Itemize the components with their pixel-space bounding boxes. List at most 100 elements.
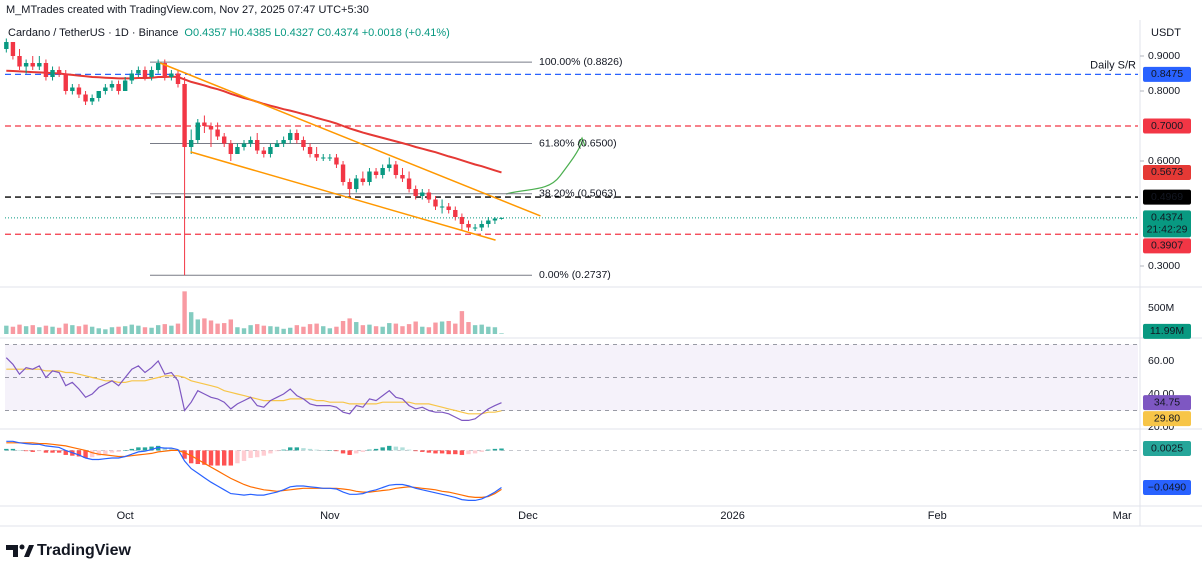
volume-bar xyxy=(492,327,498,334)
volume-bar xyxy=(354,322,359,334)
candle-body xyxy=(188,139,194,147)
macd-histogram-bar xyxy=(169,448,174,451)
macd-histogram-bar xyxy=(492,448,498,451)
y-tick-label: 0.3000 xyxy=(1148,260,1180,272)
badge-label: 11.99M xyxy=(1150,325,1184,337)
volume-bar xyxy=(63,323,68,334)
candle-body xyxy=(327,157,333,159)
macd-histogram-bar xyxy=(10,448,16,451)
volume-bar xyxy=(268,326,273,334)
macd-histogram-bar xyxy=(499,448,504,451)
candle-body xyxy=(235,146,240,154)
candle-body xyxy=(261,150,267,154)
candle-body xyxy=(10,41,16,56)
macd-histogram-bar xyxy=(63,450,68,455)
volume-bar xyxy=(426,327,432,334)
candle-body xyxy=(202,122,207,126)
candle-body xyxy=(215,129,220,137)
volume-bar xyxy=(499,333,504,334)
macd-histogram-bar xyxy=(459,450,465,455)
badge-label: 0.3907 xyxy=(1151,240,1183,252)
volume-bar xyxy=(274,326,280,334)
candle-body xyxy=(354,178,359,189)
logo-icon xyxy=(19,544,25,550)
arrow-head xyxy=(577,136,586,147)
volume-bar xyxy=(360,325,366,334)
volume-bar xyxy=(142,327,148,334)
macd-histogram-bar xyxy=(327,450,333,451)
macd-line xyxy=(6,440,502,501)
macd-histogram-bar xyxy=(96,450,101,456)
volume-bar xyxy=(228,319,234,334)
macd-histogram-bar xyxy=(413,450,418,452)
macd-histogram-bar xyxy=(103,450,108,455)
volume-bar xyxy=(486,326,491,334)
price-badge xyxy=(1143,238,1191,254)
volume-bar xyxy=(347,318,352,334)
candle-body xyxy=(492,218,498,221)
candle-body xyxy=(380,167,385,175)
volume-bar xyxy=(380,326,385,334)
logo: TradingView xyxy=(6,542,132,559)
candle-body xyxy=(400,174,405,179)
volume-bar xyxy=(215,323,220,334)
volume-bar xyxy=(56,327,62,334)
candle-body xyxy=(466,223,471,228)
volume-bar xyxy=(406,324,412,334)
candle-body xyxy=(433,199,438,207)
macd-histogram-bar xyxy=(426,450,432,453)
candle-body xyxy=(155,62,161,70)
candle-body xyxy=(222,136,227,144)
macd-histogram-bar xyxy=(136,447,141,451)
candle-body xyxy=(426,192,432,200)
candle-body xyxy=(169,73,174,77)
volume-bar xyxy=(373,326,379,334)
macd-histogram-bar xyxy=(367,449,372,451)
macd-histogram-bar xyxy=(288,447,293,451)
volume-bar xyxy=(122,326,128,334)
candle-body xyxy=(89,97,95,102)
volume-bar xyxy=(255,324,260,334)
fib-label: 61.80% (0.6500) xyxy=(539,137,617,149)
x-tick-label: Nov xyxy=(320,510,340,522)
logo-text: TradingView xyxy=(37,542,132,559)
volume-bar xyxy=(149,327,154,334)
candle-body xyxy=(367,171,372,182)
candle-body xyxy=(268,146,273,154)
macd-histogram-bar xyxy=(149,446,154,451)
logo-icon xyxy=(6,545,18,557)
candle-body xyxy=(76,87,82,95)
macd-histogram-bar xyxy=(340,450,346,454)
volume-bar xyxy=(479,324,484,334)
macd-histogram-bar xyxy=(268,450,273,454)
candle-body xyxy=(83,94,88,102)
badge-label: 0.4969 xyxy=(1151,191,1183,203)
price-badge xyxy=(1143,323,1191,339)
volume-bar xyxy=(301,326,306,334)
candle-body xyxy=(294,132,300,140)
macd-histogram-bar xyxy=(235,450,240,464)
macd-histogram-bar xyxy=(406,449,412,451)
volume-bar xyxy=(314,323,319,334)
macd-histogram-bar xyxy=(228,450,234,466)
candle-body xyxy=(241,143,247,147)
candle-body xyxy=(136,69,141,74)
candle-body xyxy=(129,73,134,81)
volume-bar xyxy=(109,327,115,334)
volume-bar xyxy=(222,323,227,334)
candle-body xyxy=(56,69,62,74)
macd-histogram-bar xyxy=(202,450,207,465)
price-badge xyxy=(1143,210,1191,238)
candle-body xyxy=(103,87,108,91)
candle-body xyxy=(142,69,148,77)
volume-bar xyxy=(83,324,88,334)
volume-bar xyxy=(129,324,134,334)
macd-histogram-bar xyxy=(373,448,379,451)
trendline xyxy=(159,62,541,217)
badge-label: 0.7000 xyxy=(1151,120,1183,132)
candle-body xyxy=(393,164,399,175)
candle-body xyxy=(162,62,167,77)
candle-body xyxy=(70,87,75,91)
macd-histogram-bar xyxy=(248,450,253,458)
